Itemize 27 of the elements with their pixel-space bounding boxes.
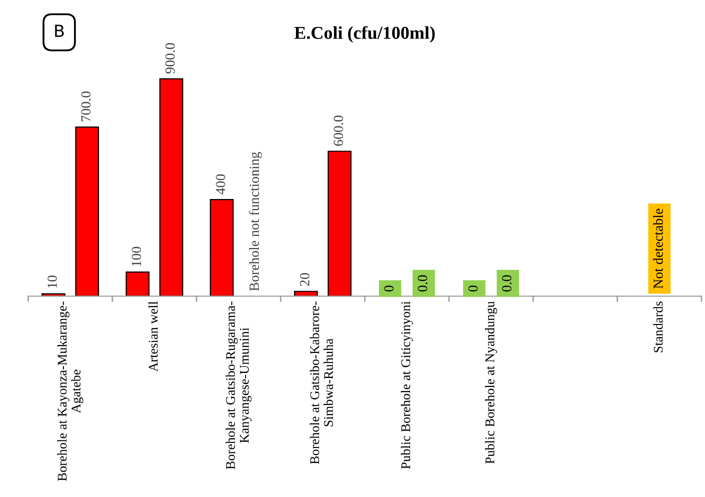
annotation: Not detectable (653, 208, 663, 289)
data-label: 0 (468, 286, 478, 292)
data-label: 10 (48, 276, 57, 288)
x-tick-label: Public Borehole at Giticyinyoni (400, 301, 413, 469)
bar (159, 78, 184, 296)
x-tick-label: Artesian well (148, 301, 158, 372)
data-label: 600.0 (334, 116, 344, 146)
data-label: 100 (132, 246, 142, 266)
data-label: 0.0 (418, 275, 428, 292)
bar (210, 199, 234, 296)
data-label: 0.0 (502, 275, 512, 292)
x-tick-label: Standards (653, 302, 663, 352)
x-tick-label: Borehole at Gatsibo-Kabarore- Simbwa-Ruhuha (310, 302, 333, 464)
text: B (55, 24, 64, 37)
x-tick-label: Borehole at Kayonza-Mukarange- Agatebe (57, 302, 84, 481)
bar (328, 150, 352, 296)
chart-title: E.Coli (cfu/100ml) (294, 26, 435, 43)
x-tick-label: Borehole at Gatsibo-Rugarama- Kanyangese-Umunini (226, 302, 252, 470)
bar (75, 126, 100, 296)
data-label: 900.0 (165, 43, 175, 74)
data-label: 0 (384, 286, 394, 292)
data-label: 700.0 (81, 92, 91, 122)
x-tick-label: Public Borehole at Nyandungu (485, 301, 498, 464)
text: Borehole not functioning (249, 152, 262, 291)
data-label: 20 (300, 273, 310, 286)
data-label: 400 (216, 174, 226, 194)
bar (126, 271, 150, 296)
